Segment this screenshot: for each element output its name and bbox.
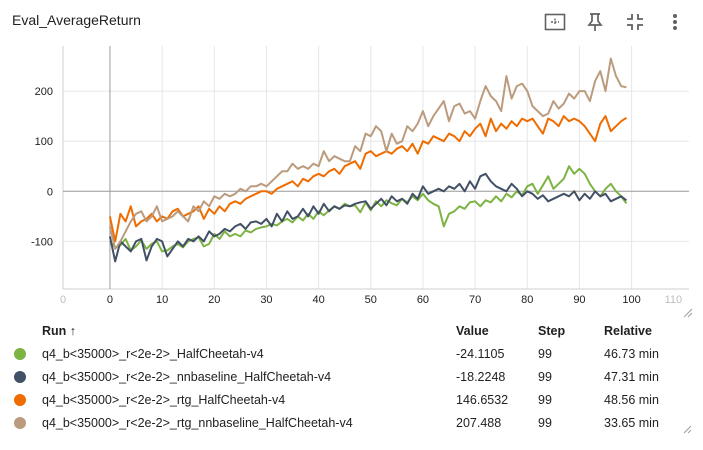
run-name: q4_b<35000>_r<2e-2>_nnbaseline_HalfCheet… [42, 370, 332, 384]
y-tick-label: 200 [35, 86, 53, 98]
fit-to-data-button[interactable] [537, 8, 573, 36]
run-relative: 33.65 min [604, 416, 659, 430]
run-name: q4_b<35000>_r<2e-2>_rtg_nnbaseline_HalfC… [42, 416, 353, 430]
run-row[interactable]: q4_b<35000>_r<2e-2>_rtg_HalfCheetah-v4 1… [0, 389, 703, 411]
x-tick-label: 30 [260, 294, 272, 306]
relative-column-header[interactable]: Relative [604, 324, 652, 338]
resize-handle-icon[interactable] [682, 424, 692, 434]
pin-button[interactable] [577, 8, 613, 36]
series-lines [108, 57, 628, 263]
x-tick-label: 100 [622, 294, 640, 306]
run-row[interactable]: q4_b<35000>_r<2e-2>_rtg_nnbaseline_HalfC… [0, 412, 703, 434]
run-value: -18.2248 [456, 370, 506, 384]
run-row[interactable]: q4_b<35000>_r<2e-2>_HalfCheetah-v4 -24.1… [0, 343, 703, 365]
run-relative: 46.73 min [604, 347, 659, 361]
run-color-swatch [14, 371, 26, 383]
step-column-header[interactable]: Step [538, 324, 566, 338]
run-row[interactable]: q4_b<35000>_r<2e-2>_nnbaseline_HalfCheet… [0, 366, 703, 388]
run-name: q4_b<35000>_r<2e-2>_rtg_HalfCheetah-v4 [42, 393, 286, 407]
fit-to-data-icon [544, 13, 566, 31]
x-tick-label: 60 [417, 294, 429, 306]
axes [62, 46, 689, 290]
more-vert-icon [673, 14, 677, 30]
run-step: 99 [538, 370, 552, 384]
line-chart[interactable]: -100 0 100 200 0 10 20 30 40 50 60 70 80 90 100 0 110 [0, 0, 703, 320]
x-tick-label: 90 [573, 294, 585, 306]
run-value: 207.488 [456, 416, 502, 430]
x-tick-label: 70 [469, 294, 481, 306]
run-step: 99 [538, 347, 552, 361]
collapse-icon [627, 14, 643, 30]
series-line [108, 172, 628, 263]
run-step: 99 [538, 416, 552, 430]
collapse-button[interactable] [617, 8, 653, 36]
x-tick-label: 20 [208, 294, 220, 306]
run-color-swatch [14, 394, 26, 406]
x-tick-label: 0 [107, 294, 113, 306]
x-tick-label: 50 [365, 294, 377, 306]
y-tick-label: 100 [35, 136, 53, 148]
value-column-header[interactable]: Value [456, 324, 489, 338]
resize-handle-icon[interactable] [683, 308, 693, 318]
run-value: -24.1105 [456, 347, 505, 361]
chart-title: Eval_AverageReturn [12, 12, 141, 28]
run-color-swatch [14, 417, 26, 429]
run-name: q4_b<35000>_r<2e-2>_HalfCheetah-v4 [42, 347, 264, 361]
run-relative: 48.56 min [604, 393, 659, 407]
run-column-header[interactable]: Run ↑ [42, 324, 77, 338]
run-step: 99 [538, 393, 552, 407]
tick-labels: -100 0 100 200 0 10 20 30 40 50 60 70 80 90 100 0 110 [31, 86, 682, 306]
more-options-button[interactable] [657, 8, 693, 36]
run-relative: 47.31 min [604, 370, 659, 384]
x-tick-label: 80 [521, 294, 533, 306]
chart-toolbar [537, 8, 693, 36]
pin-icon [587, 13, 603, 31]
y-tick-label: 0 [47, 186, 53, 198]
x-tick-label: 10 [156, 294, 168, 306]
x-tick-label-faded: 0 [60, 294, 66, 306]
runs-table-header: Run ↑ Value Step Relative [0, 320, 703, 342]
run-color-swatch [14, 348, 26, 360]
x-tick-label-faded: 110 [665, 294, 683, 306]
x-tick-label: 40 [312, 294, 324, 306]
series-line [108, 57, 627, 250]
run-value: 146.6532 [456, 393, 509, 407]
y-tick-label: -100 [31, 236, 53, 248]
